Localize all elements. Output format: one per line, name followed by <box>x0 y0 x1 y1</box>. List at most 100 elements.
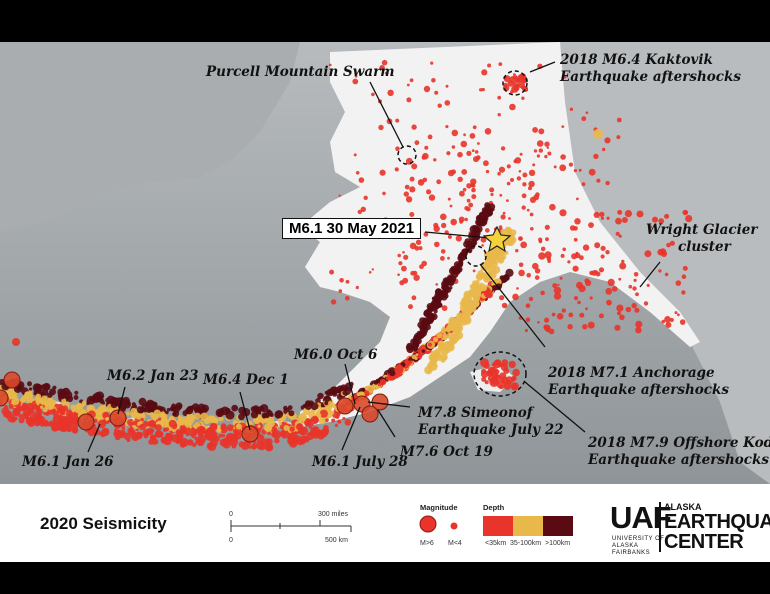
earthquake-dot-icon <box>447 234 452 239</box>
earthquake-dot-icon <box>160 411 166 417</box>
earthquake-dot-icon <box>536 154 541 158</box>
earthquake-dot-icon <box>538 128 545 135</box>
mag-large-label: M>6 <box>420 540 434 547</box>
earthquake-dot-icon <box>303 436 310 443</box>
earthquake-dot-icon <box>506 199 509 203</box>
earthquake-dot-icon <box>148 420 157 428</box>
earthquake-dot-icon <box>371 268 374 271</box>
earthquake-dot-icon <box>547 151 552 156</box>
earthquake-dot-icon <box>259 434 264 439</box>
earthquake-dot-icon <box>532 127 538 133</box>
earthquake-dot-icon <box>417 321 424 329</box>
earthquake-dot-icon <box>379 65 385 71</box>
earthquake-dot-icon <box>440 213 447 221</box>
earthquake-dot-icon <box>568 312 574 318</box>
earthquake-dot-icon <box>450 218 458 226</box>
earthquake-dot-icon <box>215 408 225 418</box>
earthquake-dot-icon <box>0 389 9 407</box>
earthquake-dot-icon <box>413 341 420 349</box>
earthquake-dot-icon <box>175 429 181 435</box>
earthquake-dot-icon <box>77 413 95 431</box>
magnitude-symbols <box>419 515 458 533</box>
earthquake-dot-icon <box>459 190 465 197</box>
earthquake-dot-icon <box>358 177 365 183</box>
earthquake-dot-icon <box>209 431 218 441</box>
center-line-2: EARTHQUAKE <box>664 511 770 533</box>
earthquake-dot-icon <box>274 438 280 444</box>
earthquake-dot-icon <box>431 78 436 83</box>
earthquake-dot-icon <box>234 427 242 436</box>
earthquake-dot-icon <box>463 298 470 305</box>
earthquake-dot-icon <box>453 336 457 341</box>
earthquake-dot-icon <box>410 270 416 276</box>
magnitude-head: Magnitude <box>420 503 458 512</box>
earthquake-dot-icon <box>69 416 74 422</box>
earthquake-dot-icon <box>506 164 511 169</box>
earthquake-dot-icon <box>540 290 545 296</box>
earthquake-dot-icon <box>538 148 543 153</box>
earthquake-dot-icon <box>355 171 360 175</box>
earthquake-dot-icon <box>544 224 550 230</box>
earthquake-dot-icon <box>273 427 278 431</box>
earthquake-dot-icon <box>598 313 604 319</box>
earthquake-dot-icon <box>330 410 335 415</box>
earthquake-dot-icon <box>217 413 222 417</box>
earthquake-dot-icon <box>27 381 32 387</box>
earthquake-dot-icon <box>617 209 623 215</box>
earthquake-dot-icon <box>12 338 20 346</box>
earthquake-dot-icon <box>633 272 639 277</box>
earthquake-dot-icon <box>136 406 144 414</box>
m78-label-2: Earthquake July 22 <box>418 422 564 438</box>
earthquake-dot-icon <box>495 283 502 289</box>
earthquake-dot-icon <box>456 334 460 338</box>
earthquake-dot-icon <box>488 265 497 274</box>
earthquake-dot-icon <box>508 360 516 369</box>
earthquake-dot-icon <box>260 404 269 413</box>
earthquake-dot-icon <box>644 250 652 258</box>
earthquake-dot-icon <box>426 189 432 195</box>
earthquake-dot-icon <box>138 397 147 406</box>
earthquake-dot-icon <box>579 312 585 318</box>
annotation-rings <box>397 70 528 397</box>
earthquake-dot-icon <box>546 146 549 149</box>
earthquake-dot-icon <box>447 197 451 201</box>
earthquake-dot-icon <box>354 74 358 78</box>
earthquake-dot-icon <box>235 423 242 430</box>
earthquake-dot-icon <box>579 255 584 261</box>
earthquake-dot-icon <box>469 182 475 188</box>
earthquake-dot-icon <box>176 419 183 426</box>
earthquake-dot-icon <box>30 418 37 425</box>
earthquake-dot-icon <box>194 436 199 441</box>
earthquake-dot-icon <box>409 176 415 182</box>
earthquake-dot-icon <box>471 149 475 152</box>
earthquake-dot-icon <box>193 412 201 420</box>
earthquake-dot-icon <box>563 75 567 79</box>
earthquake-dot-icon <box>682 209 688 216</box>
earthquake-dot-icon <box>467 292 473 298</box>
depth-shallow-label: <35km <box>485 540 507 547</box>
earthquake-dot-icon <box>278 422 282 426</box>
earthquake-dot-icon <box>578 168 582 172</box>
earthquake-dot-icon <box>423 85 431 93</box>
earthquake-dot-icon <box>419 179 422 183</box>
earthquake-dot-icon <box>479 219 487 227</box>
earthquake-dot-icon <box>476 275 483 281</box>
earthquake-dot-icon <box>381 59 388 66</box>
earthquake-dot-icon <box>281 418 285 422</box>
earthquake-dot-icon <box>581 182 586 187</box>
earthquake-dot-icon <box>11 397 20 406</box>
earthquake-dot-icon <box>593 153 599 160</box>
earthquake-dot-icon <box>250 411 259 419</box>
earthquake-dot-icon <box>267 431 271 436</box>
earthquake-dot-icon <box>473 228 479 234</box>
earthquake-dot-icon <box>464 217 468 222</box>
earthquake-dot-icon <box>225 410 235 420</box>
earthquake-dot-icon <box>616 135 621 140</box>
earthquake-dot-icon <box>582 324 588 330</box>
earthquake-dot-icon <box>403 191 409 197</box>
earthquake-dot-icon <box>647 224 653 230</box>
earthquake-dot-icon <box>498 62 503 66</box>
earthquake-dot-icon <box>481 69 488 76</box>
earthquake-dot-icon <box>515 77 520 83</box>
earthquake-dot-icon <box>471 187 476 193</box>
